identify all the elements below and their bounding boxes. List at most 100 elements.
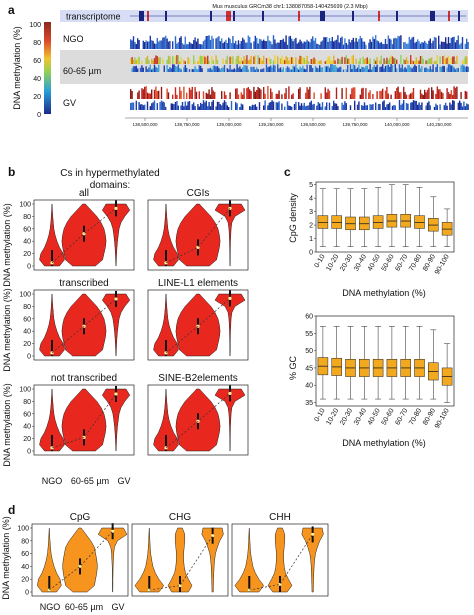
- track-bar: [260, 69, 262, 72]
- track-bar: [310, 58, 312, 64]
- track-bar: [277, 64, 279, 72]
- track-bar: [303, 41, 305, 49]
- track-bar: [277, 102, 279, 110]
- track-bar: [456, 40, 458, 49]
- track-bar: [186, 105, 188, 110]
- track-bar: [463, 65, 465, 72]
- track-bar: [295, 57, 297, 64]
- track-bar: [418, 102, 420, 110]
- track-label-ngo: NGO: [63, 34, 84, 44]
- track-bar: [194, 61, 196, 64]
- y-tick-label: 0: [27, 449, 31, 456]
- track-bar: [414, 100, 416, 110]
- track-bar: [452, 56, 454, 64]
- track-bar: [144, 42, 146, 49]
- track-bar: [428, 58, 430, 64]
- track-bar: [440, 66, 443, 72]
- track-bar: [456, 68, 458, 72]
- track-bar: [375, 60, 377, 64]
- track-bar: [358, 60, 360, 64]
- track-bar: [240, 40, 242, 49]
- track-bar: [223, 100, 226, 110]
- track-bar: [464, 43, 466, 49]
- track-bar: [348, 58, 350, 64]
- track-bar: [365, 88, 367, 99]
- track-bar: [165, 35, 167, 49]
- track-bar: [204, 102, 206, 110]
- track-bar: [156, 38, 158, 49]
- track-bar: [326, 92, 328, 99]
- track-bar: [244, 59, 247, 64]
- track-bar: [253, 105, 255, 110]
- track-bar: [445, 102, 447, 110]
- track-bar: [317, 60, 319, 64]
- track-bar: [201, 56, 203, 64]
- track-bar: [429, 38, 431, 49]
- track-bar: [319, 60, 321, 64]
- track-bar: [169, 67, 171, 72]
- track-bar: [230, 56, 233, 64]
- track-bar: [131, 57, 133, 64]
- track-bar: [172, 64, 174, 72]
- track-bar: [431, 57, 433, 64]
- y-tick-label: 0: [27, 264, 31, 271]
- x-tick-label: 20-30: [339, 253, 354, 272]
- track-bar: [236, 56, 238, 64]
- track-bar: [284, 93, 286, 99]
- track-bar: [240, 92, 242, 99]
- track-bar: [163, 65, 165, 72]
- track-bar: [191, 43, 193, 49]
- track-bar: [389, 102, 391, 110]
- track-bar: [433, 61, 436, 64]
- track-bar: [397, 86, 399, 99]
- track-bar: [205, 100, 207, 110]
- track-bar: [435, 60, 437, 64]
- track-bar: [299, 105, 301, 110]
- track-bar: [393, 104, 395, 110]
- track-bar: [414, 64, 416, 72]
- track-bar: [135, 65, 137, 72]
- track-bar: [302, 43, 304, 49]
- track-bar: [397, 35, 399, 49]
- y-tick-label: 80: [23, 399, 31, 406]
- track-bar: [464, 106, 466, 110]
- track-bar: [243, 55, 245, 64]
- track-bar: [307, 61, 310, 64]
- track-bar: [314, 38, 317, 49]
- track-bar: [131, 91, 133, 99]
- track-bar: [359, 94, 361, 99]
- track-bar: [211, 56, 213, 64]
- subplot-frame: [147, 199, 249, 271]
- track-bar: [467, 66, 469, 72]
- track-bar: [141, 88, 143, 99]
- track-bar: [368, 42, 370, 49]
- track-bar: [216, 101, 219, 110]
- track-bar: [274, 39, 276, 49]
- track-bar: [439, 66, 441, 72]
- track-bar: [130, 89, 132, 99]
- track-bar: [335, 66, 338, 72]
- track-bar: [188, 100, 191, 110]
- subplot-title: CHG: [169, 512, 191, 523]
- subplot-title: CGIs: [187, 188, 210, 199]
- track-bar: [156, 103, 158, 110]
- track-bar: [376, 91, 378, 99]
- track-bar: [446, 88, 448, 99]
- track-bar: [271, 100, 273, 110]
- track-bar: [449, 102, 451, 110]
- x-tick-label: 30-40: [353, 253, 368, 272]
- track-bar: [131, 102, 133, 110]
- track-bar: [243, 65, 245, 72]
- track-bar: [408, 36, 410, 49]
- track-bar: [177, 55, 179, 64]
- track-bar: [390, 55, 392, 64]
- track-bar: [180, 57, 182, 64]
- track-bar: [375, 102, 377, 110]
- track-label-60-65: 60-65 µm: [63, 66, 101, 76]
- track-bar: [425, 92, 427, 99]
- track-bar: [334, 64, 336, 72]
- track-bar: [300, 41, 303, 49]
- genome-title: Mus musculus GRCm38 chr1:138087058-14042…: [212, 4, 367, 10]
- track-bar: [411, 92, 413, 99]
- track-bar: [380, 55, 382, 64]
